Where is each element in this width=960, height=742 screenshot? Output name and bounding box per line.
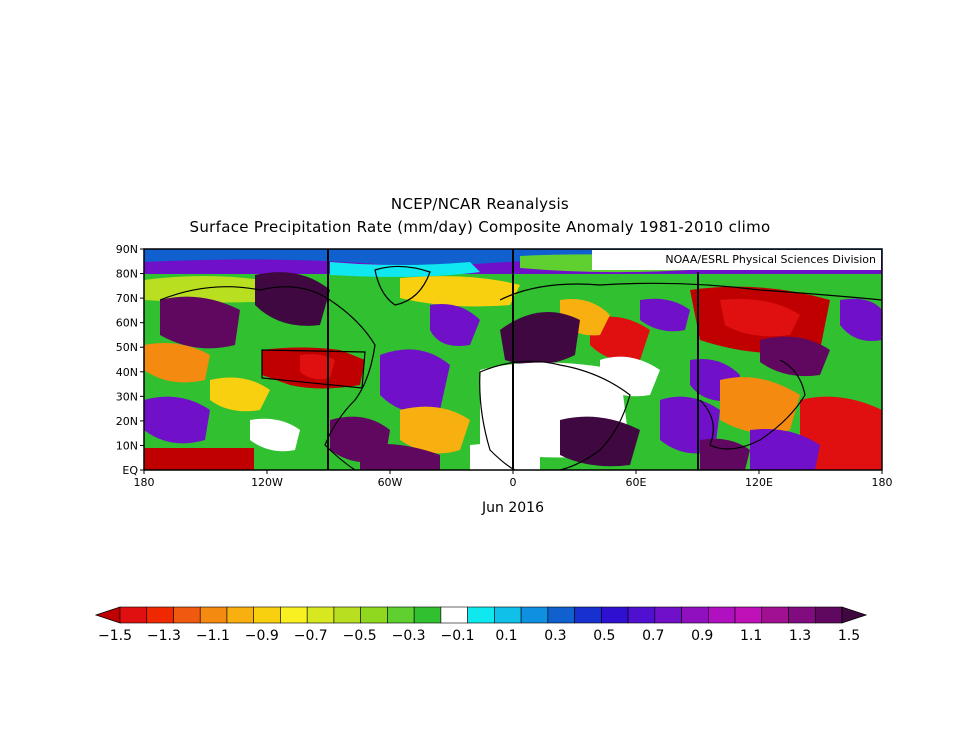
lon-tick-label: 60W bbox=[378, 476, 403, 489]
colorbar-swatch bbox=[199, 606, 228, 624]
credit-box bbox=[592, 250, 881, 270]
colorbar-swatch bbox=[707, 606, 736, 624]
lat-tick-label: 10N bbox=[116, 439, 138, 452]
lat-tick-label: 30N bbox=[116, 390, 138, 403]
colorbar bbox=[94, 606, 868, 624]
lat-tick-label: 90N bbox=[116, 243, 138, 256]
colorbar-swatch bbox=[280, 606, 308, 624]
reference-meridians bbox=[327, 249, 699, 470]
colorbar-swatch bbox=[654, 606, 682, 624]
colorbar-tick-label: −1.1 bbox=[196, 628, 230, 644]
colorbar-swatch bbox=[788, 606, 816, 624]
lon-tick-label: 120W bbox=[251, 476, 283, 489]
longitude-axis: 180 120W 60W 0 60E 120E 180 bbox=[134, 470, 893, 489]
colorbar-swatch bbox=[360, 606, 388, 624]
colorbar-swatch bbox=[413, 606, 442, 624]
colorbar-swatch bbox=[119, 606, 148, 624]
colorbar-tick-label: −1.3 bbox=[147, 628, 181, 644]
colorbar-tick-label: 1.3 bbox=[789, 628, 811, 644]
lon-tick-label: 60E bbox=[626, 476, 647, 489]
colorbar-swatch bbox=[253, 606, 281, 624]
colorbar-swatch bbox=[681, 606, 709, 624]
colorbar-labels: −1.5 −1.3 −1.1 −0.9 −0.7 −0.5 −0.3 −0.1 0.1 0.3 0.… bbox=[98, 628, 860, 644]
colorbar-swatch bbox=[333, 606, 361, 624]
colorbar-tick-label: −0.7 bbox=[294, 628, 328, 644]
colorbar-swatch bbox=[440, 606, 468, 624]
colorbar-swatch bbox=[467, 606, 495, 624]
colorbar-tick-label: −0.1 bbox=[441, 628, 475, 644]
colorbar-swatch bbox=[627, 606, 656, 624]
lon-tick-label: 120E bbox=[745, 476, 773, 489]
colorbar-swatch bbox=[574, 606, 602, 624]
colorbar-swatch bbox=[146, 606, 174, 624]
colorbar-tick-label: −0.3 bbox=[392, 628, 426, 644]
colorbar-swatch bbox=[226, 606, 255, 624]
colorbar-swatch bbox=[387, 606, 415, 624]
colorbar-tick-label: −0.5 bbox=[343, 628, 377, 644]
colorbar-tick-label: 0.1 bbox=[495, 628, 517, 644]
colorbar-swatch bbox=[734, 606, 763, 624]
lat-tick-label: EQ bbox=[122, 464, 138, 477]
colorbar-swatch bbox=[601, 606, 629, 624]
colorbar-swatch bbox=[306, 606, 335, 624]
colorbar-swatch bbox=[494, 606, 522, 624]
colorbar-tick-label: 0.5 bbox=[593, 628, 615, 644]
colorbar-swatch bbox=[547, 606, 575, 624]
date-label: Jun 2016 bbox=[481, 500, 544, 516]
colorbar-swatch bbox=[814, 606, 843, 624]
colorbar-tick-label: −0.9 bbox=[245, 628, 279, 644]
map-subtitle: Surface Precipitation Rate (mm/day) Comp… bbox=[189, 218, 771, 236]
credit-label: NOAA/ESRL Physical Sciences Division bbox=[665, 253, 876, 266]
colorbar-tick-label: 1.5 bbox=[838, 628, 860, 644]
colorbar-min-arrow bbox=[94, 606, 121, 624]
lat-tick-label: 80N bbox=[116, 268, 138, 281]
colorbar-tick-label: 0.9 bbox=[691, 628, 713, 644]
colorbar-swatch bbox=[520, 606, 549, 624]
lon-tick-label: 180 bbox=[872, 476, 893, 489]
latitude-axis: 90N 80N 70N 60N 50N 40N 30N 20N 10N EQ bbox=[116, 243, 144, 477]
colorbar-max-arrow bbox=[841, 606, 868, 624]
colorbar-tick-label: 1.1 bbox=[740, 628, 762, 644]
lat-tick-label: 60N bbox=[116, 317, 138, 330]
colorbar-swatch bbox=[761, 606, 789, 624]
colorbar-tick-label: −1.5 bbox=[98, 628, 132, 644]
lat-tick-label: 40N bbox=[116, 366, 138, 379]
lon-tick-label: 0 bbox=[510, 476, 517, 489]
lat-tick-label: 20N bbox=[116, 415, 138, 428]
coastlines bbox=[159, 265, 882, 470]
lat-tick-label: 50N bbox=[116, 341, 138, 354]
colorbar-tick-label: 0.3 bbox=[544, 628, 566, 644]
lon-tick-label: 180 bbox=[134, 476, 155, 489]
colorbar-tick-label: 0.7 bbox=[642, 628, 664, 644]
lat-tick-label: 70N bbox=[116, 292, 138, 305]
colorbar-swatch bbox=[173, 606, 201, 624]
map-title: NCEP/NCAR Reanalysis bbox=[390, 195, 570, 213]
